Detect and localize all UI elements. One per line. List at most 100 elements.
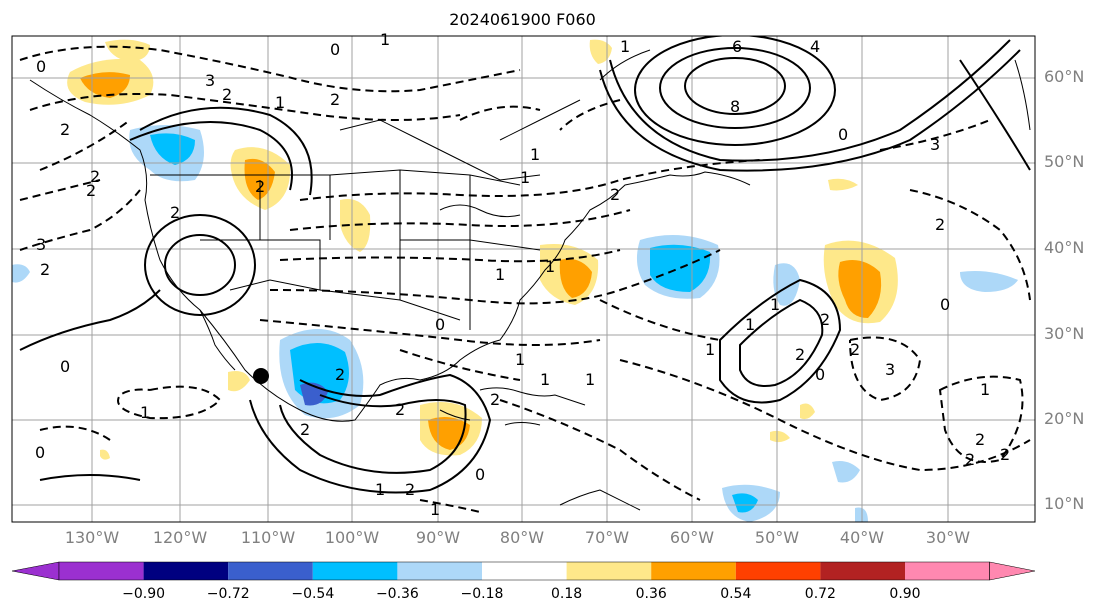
colorbar-swatch [905,562,990,580]
contour-label: 0 [60,357,70,376]
contour-label: 1 [980,380,990,399]
contour-label: 6 [732,37,742,56]
colorbar-tick: 0.36 [635,586,667,602]
contour-label: 1 [705,340,715,359]
contour-label: 2 [795,345,805,364]
lat-label: 40°N [1044,238,1085,257]
lon-label: 120°W [152,528,208,547]
contour-label: 1 [545,257,555,276]
contour-label: 1 [585,370,595,389]
lat-label: 50°N [1044,152,1085,171]
colorbar-tick: −0.18 [460,586,504,602]
contour-label: 0 [940,295,950,314]
contour-label: 0 [838,125,848,144]
anomaly-shading [12,39,1018,522]
contour-label: 2 [222,85,232,104]
lat-label: 30°N [1044,324,1085,343]
colorbar-high-extend [989,561,1036,581]
contour-label: 2 [60,120,70,139]
contour-label: 2 [935,215,945,234]
colorbar-swatch [397,562,482,580]
colorbar-swatch [566,562,652,580]
contour-label: 1 [520,168,530,187]
colorbar-swatch [820,562,905,580]
contour-label: 2 [86,181,96,200]
contour-label: 2 [965,450,975,469]
contour-label: 2 [255,177,265,196]
colorbar-tick: 0.18 [551,586,583,602]
contour-label: 0 [475,465,485,484]
contour-label: 2 [490,390,500,409]
colorbar-tick: 0.90 [889,586,921,602]
contour-label: 1 [495,265,505,284]
colorbar-swatch [651,562,736,580]
coastlines [29,49,1031,511]
contour-label: 1 [530,145,540,164]
contour-label: 1 [745,315,755,334]
contour-label: 1 [375,480,385,499]
contour-label: 1 [620,37,630,56]
contours-dashed [19,45,1031,513]
contour-label: 1 [430,500,440,519]
contour-label: 2 [330,90,340,109]
colorbar-swatch [143,562,229,580]
lon-label: 90°W [415,528,461,547]
lat-label: 10°N [1044,494,1085,513]
contour-label: 2 [850,340,860,359]
contour-label: 1 [275,93,285,112]
contour-label-group: 0 3 2 1 1 0 2 6 8 4 3 1 0 2 3 2 0 2 1 1 … [35,30,1010,519]
lon-label: 100°W [324,528,380,547]
contour-label: 1 [515,350,525,369]
lon-label: 40°W [839,528,885,547]
lat-label: 20°N [1044,409,1085,428]
lon-label: 30°W [925,528,971,547]
colorbar-swatch [228,562,313,580]
lon-label: 110°W [240,528,296,547]
contour-label: 2 [395,400,405,419]
contour-label: 2 [405,480,415,499]
colorbar-swatch [482,562,567,580]
lon-label: 50°W [754,528,800,547]
contour-label: 0 [330,40,340,59]
colorbar [11,561,1036,581]
contour-label: 2 [610,185,620,204]
colorbar-tick: −0.72 [206,586,250,602]
colorbar-swatch [735,562,821,580]
contour-label: 3 [885,360,895,379]
map-frame [11,35,1036,523]
colorbar-tick: 0.72 [804,586,836,602]
lon-label: 70°W [584,528,630,547]
contour-label: 2 [335,365,345,384]
colorbar-tick: −0.54 [291,586,335,602]
colorbar-tick: 0.54 [720,586,752,602]
map-title: 2024061900 F060 [449,10,596,29]
contour-label: 3 [205,71,215,90]
contour-label: 8 [730,97,740,116]
colorbar-tick: −0.90 [122,586,166,602]
contour-label: 1 [770,295,780,314]
colorbar-swatch [59,562,144,580]
contour-label: 2 [975,430,985,449]
contour-label: 3 [930,135,940,154]
contour-label: 1 [540,370,550,389]
lon-label: 80°W [499,528,545,547]
contour-label: 2 [1000,445,1010,464]
contour-label: 2 [170,203,180,222]
contour-label: 2 [820,310,830,329]
lon-label: 130°W [64,528,120,547]
contour-label: 3 [36,235,46,254]
graticule [12,36,1035,522]
contour-label: 1 [380,30,390,49]
contour-label: 0 [36,57,46,76]
contour-label: 2 [300,420,310,439]
colorbar-tick: −0.36 [375,586,419,602]
location-marker [253,368,269,384]
contour-label: 0 [35,443,45,462]
contour-label: 1 [140,403,150,422]
lat-label: 60°N [1044,67,1085,86]
contour-label: 2 [90,167,100,186]
contour-label: 2 [40,260,50,279]
colorbar-low-extend [11,561,60,581]
contours-solid [19,36,1031,494]
